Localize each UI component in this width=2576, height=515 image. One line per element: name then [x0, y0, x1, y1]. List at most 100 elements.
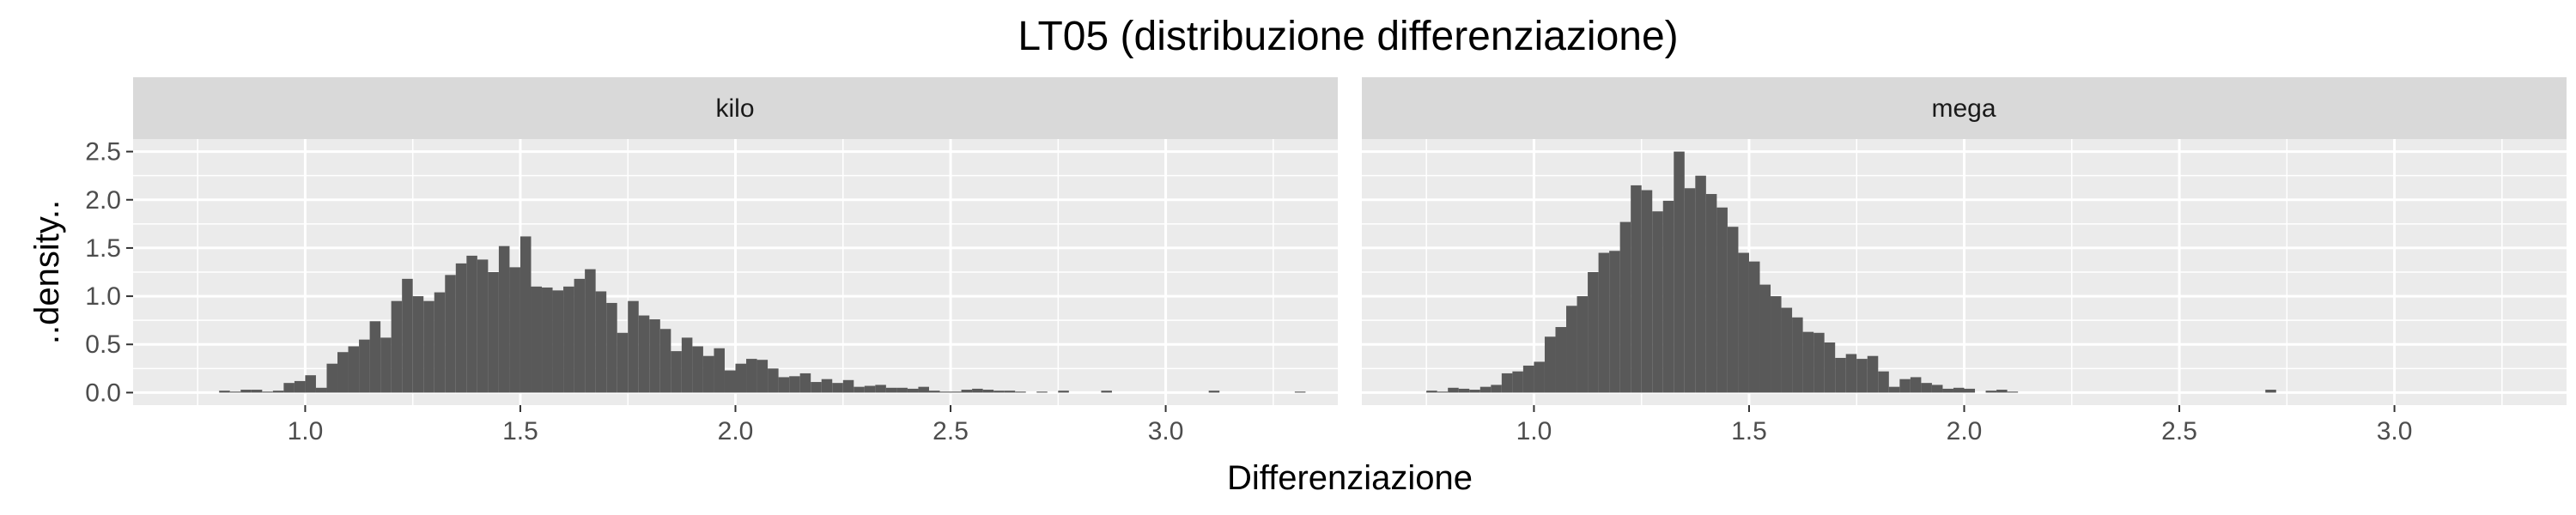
histogram-bar [229, 391, 241, 393]
histogram-bar [1641, 190, 1653, 393]
histogram-bar [488, 272, 499, 393]
histogram-bar [1058, 391, 1069, 393]
histogram-bar [542, 287, 553, 393]
histogram-bar [982, 390, 994, 393]
histogram-bar [649, 319, 660, 393]
histogram-bar [1662, 200, 1674, 393]
histogram-bar [1674, 151, 1685, 393]
histogram-bar [455, 263, 467, 393]
histogram-bar [423, 300, 434, 393]
histogram-bar [574, 278, 586, 393]
x-tick-label: 3.0 [1148, 417, 1184, 445]
histogram-bar [724, 370, 736, 393]
histogram-bar [326, 363, 338, 393]
strip-kilo [133, 77, 1338, 139]
histogram-bar [756, 360, 769, 393]
histogram-bar [714, 348, 725, 393]
histogram-bar [1588, 272, 1599, 393]
histogram-bar [1695, 175, 1706, 393]
x-tick-label: 2.0 [718, 417, 754, 445]
histogram-bar [219, 391, 230, 393]
x-tick-label: 2.0 [1947, 417, 1983, 445]
histogram-bar [768, 368, 779, 393]
histogram-bar [1004, 391, 1016, 393]
y-axis-title: ..density.. [28, 200, 66, 344]
histogram-bar [638, 315, 650, 393]
histogram-bar [1867, 355, 1879, 393]
bars-kilo [219, 236, 1306, 393]
histogram-bar [1208, 391, 1220, 393]
histogram-bar [1802, 331, 1814, 393]
histogram-bar [509, 267, 520, 393]
histogram-bar [1953, 387, 1965, 393]
y-tick-label: 0.0 [85, 379, 121, 407]
histogram-bar [671, 351, 682, 393]
histogram-bar [1015, 391, 1026, 393]
histogram-bar [951, 391, 962, 393]
histogram-bar [402, 278, 413, 393]
histogram-bar [1294, 391, 1306, 393]
histogram-bar [1781, 307, 1793, 393]
histogram-bar [1534, 361, 1545, 393]
histogram-bar [1437, 391, 1449, 393]
gridlines-mega [1362, 139, 2567, 405]
x-tick-label: 1.5 [1731, 417, 1767, 445]
histogram-bar [1910, 377, 1922, 393]
histogram-bar [1814, 332, 1825, 393]
histogram-bar [595, 291, 607, 393]
histogram-bar [240, 390, 252, 393]
histogram-bar [477, 259, 489, 393]
histogram-bar [1738, 252, 1749, 393]
y-tick-label: 1.5 [85, 234, 121, 263]
histogram-bar [1985, 391, 1997, 393]
histogram-bar [1544, 336, 1556, 393]
histogram-bar [380, 337, 392, 393]
histogram-bar [1566, 306, 1577, 393]
histogram-bar [1771, 296, 1782, 393]
x-axis-title: Differenziazione [1227, 459, 1473, 497]
histogram-bar [702, 355, 714, 393]
histogram-bar [1609, 251, 1620, 393]
histogram-bar [1652, 211, 1663, 393]
histogram-bar [1792, 317, 1803, 393]
histogram-bar [789, 376, 800, 393]
histogram-bar [1996, 390, 2008, 393]
histogram-bar [1705, 194, 1717, 393]
histogram-bar [1469, 390, 1480, 393]
histogram-bar [1716, 207, 1728, 393]
histogram-bar [1878, 371, 1889, 393]
histogram-bar [1555, 327, 1567, 393]
histogram-bar [993, 391, 1005, 393]
y-tick-label: 0.5 [85, 330, 121, 359]
histogram-bar [1577, 296, 1589, 393]
x-tick-label: 1.0 [1516, 417, 1552, 445]
histogram-bar [1824, 342, 1836, 393]
strip-mega [1362, 77, 2567, 139]
histogram-bar [746, 359, 757, 393]
histogram-bar [885, 387, 897, 393]
histogram-bar [1856, 359, 1868, 393]
x-axis-kilo: 1.0 1.5 2.0 2.5 3.0 [288, 405, 1184, 445]
histogram-bar [1101, 391, 1112, 393]
histogram-bar [1888, 386, 1900, 393]
histogram-bar [681, 337, 693, 393]
facet-kilo: kilo [133, 77, 1338, 405]
histogram-bar [1512, 371, 1523, 393]
strip-label-mega: mega [1931, 94, 1996, 123]
x-axis-mega: 1.0 1.5 2.0 2.5 3.0 [1516, 405, 2412, 445]
histogram-bar [799, 373, 811, 393]
histogram-bar [606, 302, 617, 393]
histogram-bar [348, 346, 360, 393]
histogram-bar [552, 290, 564, 393]
histogram-bar [907, 388, 919, 393]
histogram-bar [1522, 365, 1534, 393]
histogram-bar [961, 390, 973, 393]
histogram-bar [659, 329, 671, 393]
histogram-bar [1598, 252, 1610, 393]
chart-title: LT05 (distribuzione differenziazione) [1018, 14, 1678, 59]
histogram-bar [778, 377, 790, 393]
histogram-bar [1759, 284, 1771, 393]
y-tick-label: 2.5 [85, 138, 121, 167]
histogram-bar [1942, 388, 1953, 393]
histogram-bar [337, 352, 349, 393]
